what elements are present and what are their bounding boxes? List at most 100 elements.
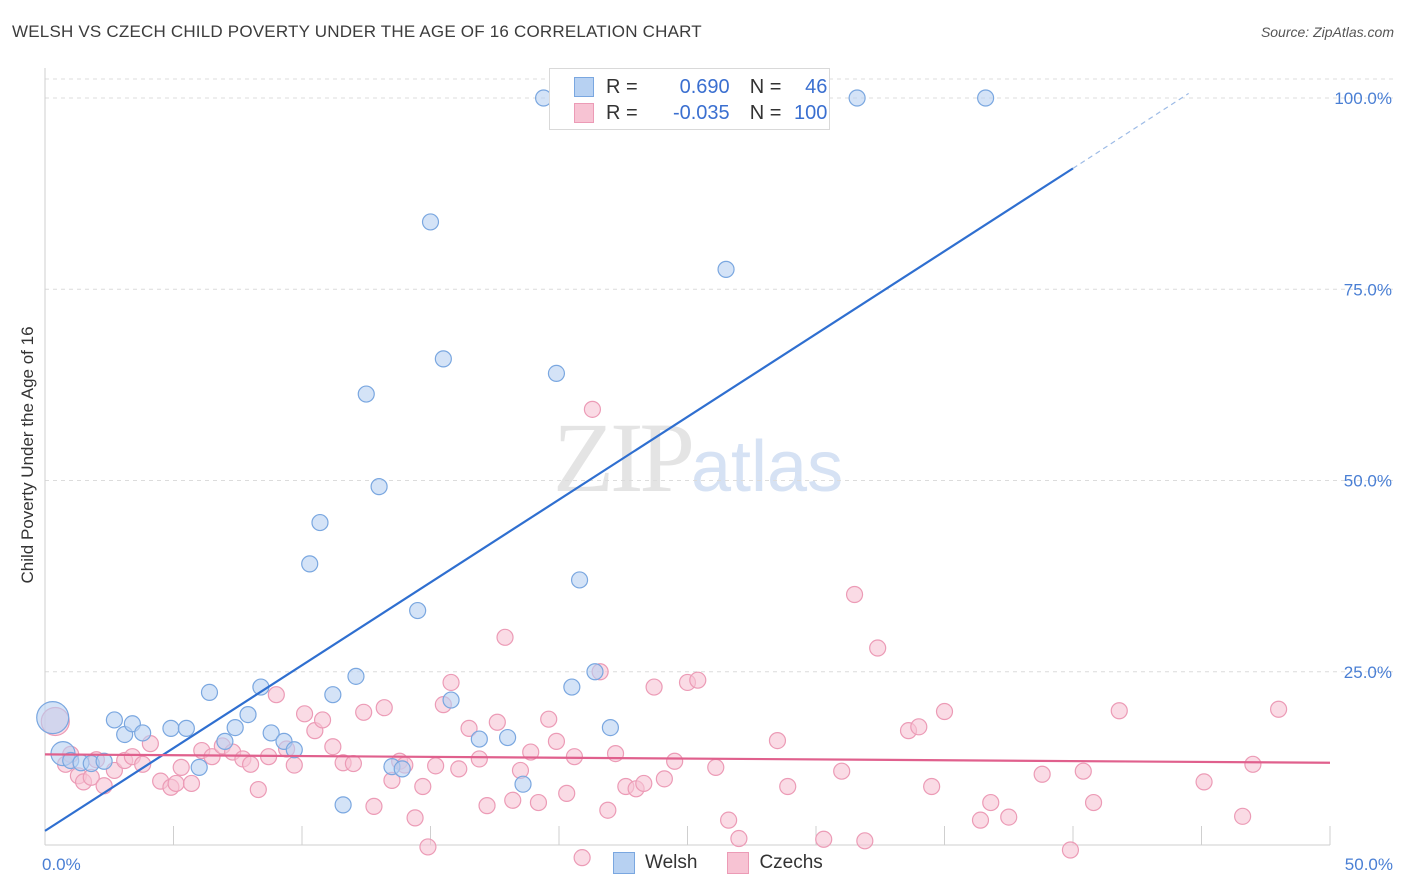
welsh-point (347, 667, 365, 685)
welsh-point (470, 730, 488, 748)
y-tick-label: 25.0% (1344, 663, 1392, 682)
czech-point (923, 777, 941, 796)
welsh-point (499, 728, 517, 747)
czech-point (1084, 793, 1103, 812)
czech-point (1110, 702, 1128, 720)
welsh-point (162, 719, 180, 737)
czech-point (167, 774, 185, 793)
czech-legend-label: Czechs (759, 852, 823, 873)
czech-point (689, 671, 707, 689)
czech-trend-line (44, 753, 1331, 764)
czech-point (1234, 807, 1252, 825)
czech-point (529, 793, 548, 812)
legend-item-czechs: Czechs (727, 852, 823, 874)
series-legend: Welsh Czechs (613, 852, 853, 874)
czech-point (419, 838, 437, 856)
czech-point (134, 755, 152, 773)
czech-point (707, 758, 725, 776)
czech-point (833, 762, 851, 780)
welsh-point (239, 705, 257, 724)
czech-point (1074, 762, 1092, 780)
welsh-point (570, 571, 589, 589)
czech-point (971, 811, 990, 829)
czech-point (460, 719, 478, 737)
czech-point (470, 750, 488, 768)
welsh-point (434, 350, 452, 368)
x-tick-label: 50.0% (1345, 855, 1393, 874)
watermark: ZIPatlas (553, 400, 843, 515)
welsh-point (717, 260, 735, 278)
welsh-legend-label: Welsh (645, 852, 698, 873)
czech-r-label: R = (606, 101, 638, 124)
stats-legend: R = 0.690 N = 46 R = -0.035 N = 100 (549, 68, 830, 130)
watermark-atlas: atlas (691, 427, 844, 507)
welsh-point (563, 678, 581, 696)
welsh-point (393, 760, 411, 778)
czech-point (1061, 841, 1080, 859)
y-tick-label: 100.0% (1334, 89, 1392, 108)
y-tick-label: 75.0% (1344, 280, 1392, 299)
czech-point (1244, 755, 1262, 773)
welsh-point (586, 663, 604, 681)
czech-point (599, 801, 617, 819)
welsh-point (324, 686, 342, 704)
czech-point (730, 829, 748, 848)
czech-point (573, 849, 591, 867)
czech-point (414, 777, 432, 796)
czech-point (845, 585, 864, 604)
czech-point (375, 699, 393, 717)
welsh-r-label: R = (606, 75, 638, 98)
czech-n-value: 100 (794, 101, 828, 124)
czech-point (450, 760, 468, 778)
czech-point (869, 639, 887, 657)
welsh-point (514, 775, 532, 793)
czech-point (779, 777, 797, 796)
source-credit: Source: ZipAtlas.com (1260, 24, 1394, 40)
welsh-point (370, 478, 388, 496)
welsh-point (977, 89, 995, 107)
legend-row-welsh: R = 0.690 N = 46 (574, 75, 827, 99)
czech-point (1269, 700, 1288, 718)
czech-point (249, 780, 267, 799)
welsh-point (134, 724, 152, 742)
welsh-point (442, 691, 460, 709)
welsh-n-label: N = (749, 75, 782, 98)
czech-point (910, 718, 928, 736)
legend-item-welsh: Welsh (613, 852, 697, 874)
welsh-point (200, 683, 219, 702)
czech-point (522, 743, 540, 761)
welsh-point (547, 364, 566, 382)
welsh-point (311, 513, 329, 532)
czech-point (982, 793, 1000, 812)
legend-row-czechs: R = -0.035 N = 100 (574, 101, 827, 125)
czech-n-label: N = (749, 101, 782, 124)
czech-swatch (574, 103, 594, 123)
czech-point (856, 832, 874, 850)
welsh-trend-extension (1072, 92, 1189, 169)
czech-point (488, 713, 506, 731)
welsh-r-value: 0.690 (679, 75, 730, 98)
czech-point (324, 738, 342, 756)
czech-point (478, 797, 496, 815)
welsh-point (409, 601, 427, 620)
welsh-point (601, 718, 620, 737)
czech-point (427, 757, 445, 775)
x-tick-label: 0.0% (42, 855, 81, 874)
gridlines (45, 78, 1395, 673)
czech-point (504, 791, 522, 809)
czech-point (496, 628, 514, 646)
tick-labels: 100.0% 75.0% 50.0% 25.0% 0.0% 50.0% (42, 89, 1393, 874)
czech-points (40, 400, 1288, 867)
welsh-point (216, 732, 234, 750)
czech-point (720, 811, 738, 829)
czech-point (583, 400, 602, 418)
czech-point (935, 702, 954, 721)
czech-point (635, 774, 653, 793)
czech-point (645, 678, 663, 696)
czech-r-value: -0.035 (672, 101, 730, 124)
welsh-point (285, 741, 303, 759)
czech-point (1195, 773, 1213, 791)
welsh-point (262, 724, 280, 742)
czech-point (182, 774, 201, 793)
